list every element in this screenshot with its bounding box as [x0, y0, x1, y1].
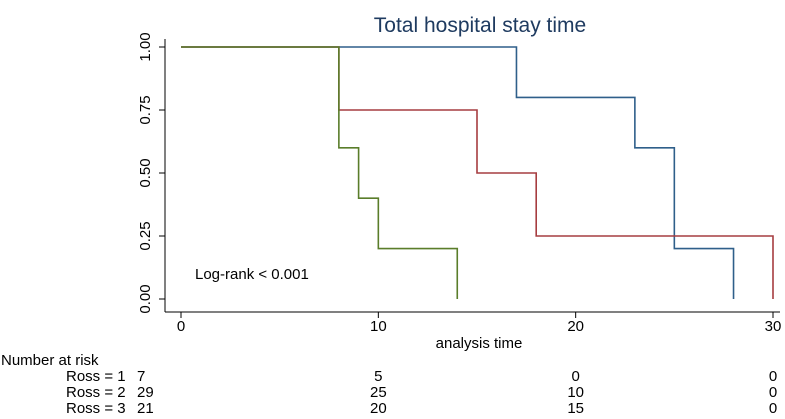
y-tick-label: 0.75: [137, 95, 154, 124]
risk-value: 10: [567, 384, 584, 401]
risk-row-label: Ross = 1: [66, 368, 126, 385]
series-line-2: [181, 46, 774, 299]
plot-area: 0.00 0.25 0.50 0.75 1.00 0 10 20 30: [137, 32, 781, 335]
x-tick-label: 30: [765, 318, 782, 335]
risk-value: 0: [571, 368, 579, 385]
y-tick-label: 0.50: [137, 158, 154, 187]
series-line-3: [181, 46, 459, 299]
log-rank-annotation: Log-rank < 0.001: [195, 266, 309, 283]
risk-row-label: Ross = 2: [66, 384, 126, 401]
risk-table-heading: Number at risk: [1, 352, 99, 369]
x-tick-label: 0: [177, 318, 185, 335]
x-tick-label: 20: [567, 318, 584, 335]
risk-value: 0: [769, 384, 777, 401]
risk-value: 5: [374, 368, 382, 385]
risk-value: 0: [769, 400, 777, 417]
risk-value: 25: [370, 384, 387, 401]
x-tick-label: 10: [370, 318, 387, 335]
risk-value: 0: [769, 368, 777, 385]
chart-title: Total hospital stay time: [374, 14, 586, 37]
risk-value: 15: [567, 400, 584, 417]
x-axis-label: analysis time: [436, 335, 523, 352]
y-tick-label: 0.25: [137, 221, 154, 250]
y-tick-label: 1.00: [137, 32, 154, 61]
series-line-1: [181, 46, 735, 299]
y-tick-label: 0.00: [137, 284, 154, 313]
risk-value: 21: [137, 400, 154, 417]
risk-value: 7: [137, 368, 145, 385]
risk-row-label: Ross = 3: [66, 400, 126, 417]
risk-value: 20: [370, 400, 387, 417]
risk-value: 29: [137, 384, 154, 401]
